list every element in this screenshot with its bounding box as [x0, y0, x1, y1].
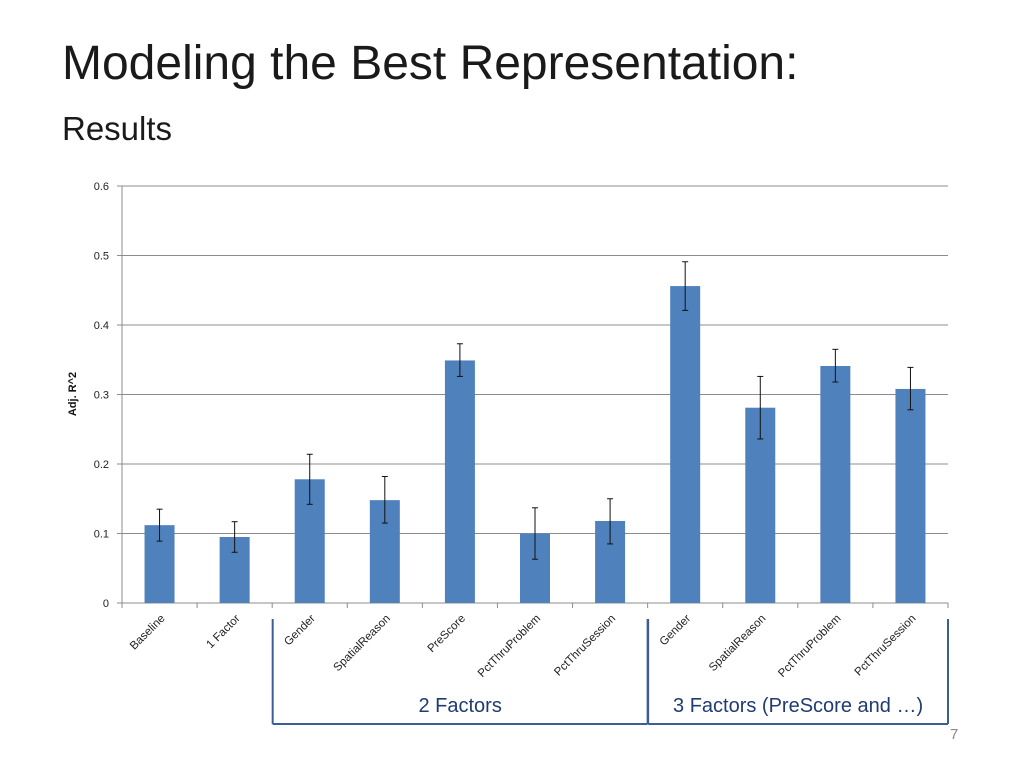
x-axis-labels: Baseline 1 Factor Gender SpatialReason PreSc…	[128, 613, 919, 680]
bar	[895, 388, 926, 603]
y-tick-label: 0	[103, 598, 109, 610]
y-tick-label: 0.5	[94, 251, 109, 263]
bar	[820, 366, 851, 603]
x-tick-label: 1 Factor	[204, 613, 242, 651]
x-tick-label: Baseline	[128, 613, 168, 653]
y-tick-label: 0.4	[94, 320, 109, 332]
group-brackets: 2 Factors 3 Factors (PreScore and …)	[271, 619, 949, 725]
y-axis-ticks: 0 0.1 0.2 0.3 0.4 0.5 0.6	[94, 181, 122, 610]
slide-subtitle: Results	[62, 110, 173, 147]
y-axis-label: Adj. R^2	[67, 372, 79, 416]
x-tick-label: PctThruProblem	[776, 613, 843, 680]
group-label: 3 Factors (PreScore and …)	[673, 695, 923, 717]
x-tick-label: Gender	[658, 613, 694, 649]
x-tick-label: PctThruSession	[853, 613, 919, 679]
x-tick-label: PreScore	[426, 613, 468, 655]
x-tick-label: SpatialReason	[707, 613, 768, 674]
x-tick-label: SpatialReason	[332, 613, 393, 674]
x-tick-label: Gender	[282, 613, 318, 649]
error-bars	[156, 261, 914, 560]
group-label: 2 Factors	[418, 695, 501, 717]
y-tick-label: 0.6	[94, 181, 109, 193]
x-tick-label: PctThruProblem	[476, 613, 543, 680]
y-tick-label: 0.3	[94, 390, 109, 402]
slide-title: Modeling the Best Representation:	[62, 37, 799, 90]
page-number: 7	[950, 726, 959, 743]
y-tick-label: 0.2	[94, 459, 109, 471]
bars	[144, 286, 926, 603]
bar	[745, 407, 776, 603]
bar	[670, 286, 701, 603]
bar	[444, 360, 475, 603]
y-tick-label: 0.1	[94, 529, 109, 541]
x-tick-label: PctThruSession	[552, 613, 618, 679]
